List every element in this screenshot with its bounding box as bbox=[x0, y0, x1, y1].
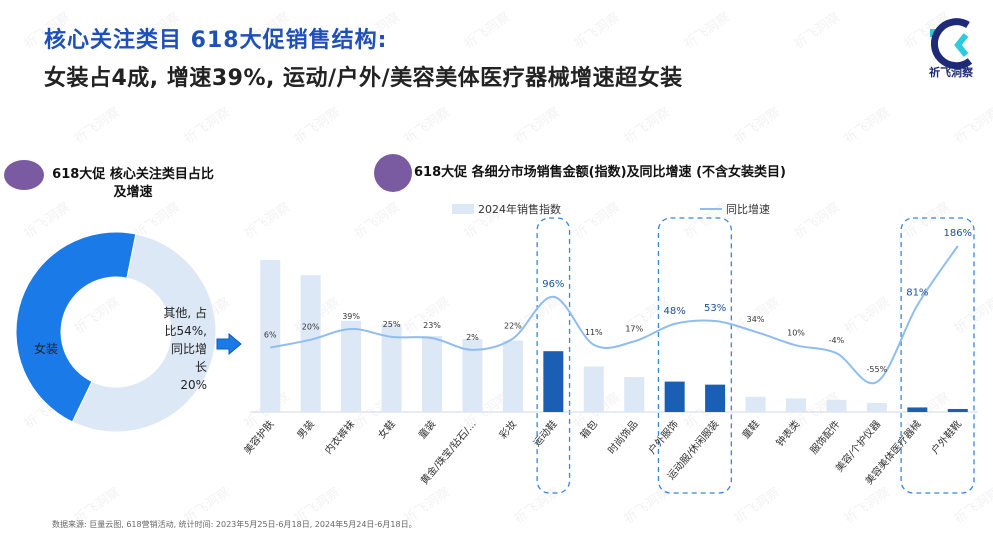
growth-data-label: 20% bbox=[302, 323, 320, 332]
growth-data-label: 25% bbox=[383, 320, 401, 329]
highlight-box bbox=[657, 217, 732, 494]
growth-data-label: 186% bbox=[943, 228, 972, 239]
legend-bar-label: 2024年销售指数 bbox=[478, 202, 561, 216]
bar bbox=[866, 402, 887, 412]
growth-line bbox=[270, 245, 959, 385]
growth-data-label: 6% bbox=[264, 331, 277, 340]
highlight-box bbox=[900, 217, 975, 494]
category-tick-label: 户外鞋靴 bbox=[928, 418, 964, 457]
bar bbox=[543, 351, 564, 412]
growth-data-label: 23% bbox=[423, 321, 441, 330]
category-tick-label: 箱包 bbox=[577, 418, 600, 442]
growth-data-label: 34% bbox=[747, 315, 765, 324]
category-tick-label: 服饰配件 bbox=[807, 418, 843, 457]
highlight-box bbox=[536, 217, 571, 494]
logo-text: 祈飞洞察 bbox=[929, 66, 973, 79]
bar bbox=[502, 340, 523, 412]
bar bbox=[907, 407, 928, 412]
bar bbox=[826, 399, 847, 412]
category-tick-label: 美容护肤 bbox=[241, 418, 277, 457]
category-tick-label: 女鞋 bbox=[375, 418, 398, 442]
donut-label-other-line: 比54%, bbox=[164, 324, 208, 338]
category-tick-label: 童装 bbox=[415, 418, 438, 442]
left-panel-subtitle: 618大促 核心关注类目占比及增速 bbox=[52, 167, 214, 200]
bar bbox=[422, 336, 442, 412]
growth-data-label: -55% bbox=[867, 365, 888, 374]
category-tick-label: 钟表类 bbox=[773, 418, 802, 449]
bar bbox=[381, 323, 402, 412]
legend-line-label: 同比增速 bbox=[726, 202, 770, 216]
category-badge-icon-2 bbox=[374, 154, 412, 192]
growth-data-label: 10% bbox=[787, 328, 805, 337]
bar bbox=[705, 384, 726, 412]
growth-data-label: 22% bbox=[504, 322, 522, 331]
legend-bar-swatch bbox=[452, 204, 474, 214]
donut-slice bbox=[15, 231, 137, 423]
bar bbox=[624, 377, 645, 412]
growth-data-label: 39% bbox=[342, 312, 360, 321]
bar bbox=[260, 260, 281, 412]
logo-mark-icon bbox=[930, 18, 973, 70]
donut-label-other: 其他, 占 比54%, 同比增长 20% bbox=[163, 304, 207, 394]
category-tick-label: 男装 bbox=[294, 418, 317, 442]
category-tick-label: 彩妆 bbox=[496, 418, 519, 442]
arrow-right-icon bbox=[216, 333, 242, 355]
bar bbox=[583, 366, 604, 412]
category-tick-label: 内衣裤袜 bbox=[322, 418, 358, 457]
growth-data-label: 2% bbox=[466, 333, 479, 342]
bar bbox=[664, 381, 685, 412]
bar bbox=[947, 408, 968, 412]
right-panel-subtitle: 618大促 各细分市场销售金额(指数)及同比增速 (不含女装类目) bbox=[414, 165, 786, 180]
category-tick-label: 户外服饰 bbox=[645, 418, 681, 457]
category-tick-label: 运动鞋 bbox=[530, 418, 559, 449]
donut-label-other-line: 其他, 占 bbox=[163, 306, 207, 320]
bar bbox=[300, 275, 321, 412]
growth-data-label: 11% bbox=[585, 328, 603, 337]
growth-data-label: 53% bbox=[704, 303, 726, 314]
bar bbox=[786, 398, 806, 412]
page-title: 核心关注类目 618大促销售结构: bbox=[44, 28, 388, 53]
category-badge-icon bbox=[4, 160, 44, 190]
bar bbox=[745, 396, 766, 412]
growth-data-label: 17% bbox=[625, 324, 643, 333]
donut-label-main: 女装 bbox=[34, 342, 59, 356]
donut-label-other-line: 同比增长 bbox=[170, 342, 207, 374]
source-note: 数据来源: 巨量云图, 618营销活动, 统计时间: 2023年5月25日-6月… bbox=[52, 520, 417, 529]
growth-data-label: 48% bbox=[664, 306, 686, 317]
category-tick-label: 时尚饰品 bbox=[605, 418, 641, 457]
growth-data-label: 81% bbox=[906, 287, 928, 298]
donut-label-other-line: 20% bbox=[180, 378, 207, 392]
bar bbox=[341, 320, 362, 412]
growth-data-label: -4% bbox=[829, 336, 845, 345]
growth-data-label: 96% bbox=[542, 279, 564, 290]
page-subtitle: 女装占4成, 增速39%, 运动/户外/美容美体医疗器械增速超女装 bbox=[44, 66, 683, 91]
bar bbox=[462, 339, 483, 412]
donut-slice bbox=[71, 233, 217, 433]
category-tick-label: 童鞋 bbox=[739, 418, 762, 442]
